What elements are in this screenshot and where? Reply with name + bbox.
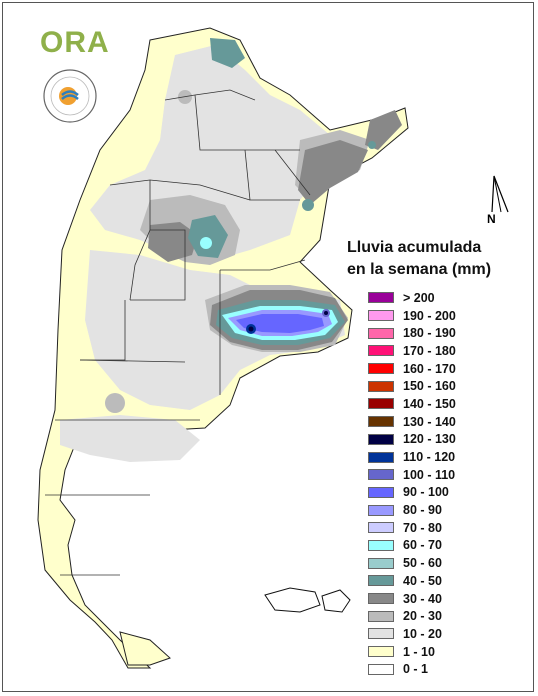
legend-item: 0 - 1 [368,660,456,678]
legend-swatch [368,539,394,551]
rain-zone-40-50-center [188,215,228,258]
north-label: N [487,212,496,226]
legend-item: 120 - 130 [368,431,456,449]
legend-item: 20 - 30 [368,607,456,625]
legend: > 200 190 - 200 180 - 190 170 - 180 160 - 17… [368,289,456,678]
legend-label: 110 - 120 [403,450,456,465]
legend-swatch [368,292,394,304]
legend-swatch [368,593,394,605]
rain-spot-120-130-b [324,311,328,315]
rain-spot-120-130 [248,326,254,332]
islands [264,587,321,613]
rain-zone-90-100 [236,314,324,333]
rain-zone-30-40-ne [298,140,368,205]
legend-item: 50 - 60 [368,554,456,572]
legend-label: 0 - 1 [403,662,429,677]
legend-item: 40 - 50 [368,572,456,590]
legend-label: 140 - 150 [403,396,456,411]
rain-spot-40-50-ne [302,199,314,211]
legend-swatch [368,469,394,481]
legend-item: > 200 [368,289,456,307]
islands-east [321,589,351,613]
legend-swatch [368,486,394,498]
rain-zone-10-20-south [60,415,200,462]
legend-swatch [368,575,394,587]
legend-swatch [368,416,394,428]
legend-label: 90 - 100 [403,485,449,500]
legend-item: 70 - 80 [368,519,456,537]
legend-swatch [368,663,394,675]
legend-label: > 200 [403,290,435,305]
legend-label: 100 - 110 [403,467,456,482]
legend-item: 180 - 190 [368,324,456,342]
tierra-del-fuego [119,631,171,666]
legend-swatch [368,310,394,322]
legend-label: 80 - 90 [403,503,442,518]
legend-swatch [368,345,394,357]
legend-item: 30 - 40 [368,590,456,608]
legend-swatch [368,363,394,375]
legend-item: 80 - 90 [368,501,456,519]
legend-item: 90 - 100 [368,484,456,502]
legend-label: 60 - 70 [403,538,442,553]
legend-item: 1 - 10 [368,643,456,661]
legend-swatch [368,451,394,463]
rain-zone-40-50-north [210,38,245,68]
legend-label: 170 - 180 [403,343,456,358]
legend-title: Lluvia acumulada en la semana (mm) [347,237,527,281]
legend-item: 60 - 70 [368,537,456,555]
rain-zone-30-40-center [148,222,198,262]
legend-item: 160 - 170 [368,360,456,378]
rain-spot-60-70 [200,237,212,249]
smn-seal-icon [43,69,97,123]
legend-item: 140 - 150 [368,395,456,413]
north-arrow-icon [491,175,509,213]
legend-label: 150 - 160 [403,379,456,394]
legend-swatch [368,628,394,640]
rain-spot-20-30 [105,393,125,413]
legend-swatch [368,327,394,339]
ora-logo: ORA [40,26,110,59]
legend-label: 190 - 200 [403,308,456,323]
legend-swatch [368,610,394,622]
legend-label: 160 - 170 [403,361,456,376]
legend-label: 10 - 20 [403,626,442,641]
legend-swatch [368,646,394,658]
legend-swatch [368,557,394,569]
rain-zone-30-40-islas [365,110,402,150]
legend-label: 1 - 10 [403,644,435,659]
rain-spot-40-50-islas [368,141,376,149]
legend-label: 70 - 80 [403,520,442,535]
legend-label: 30 - 40 [403,591,442,606]
legend-swatch [368,380,394,392]
legend-item: 100 - 110 [368,466,456,484]
legend-label: 20 - 30 [403,609,442,624]
legend-label: 120 - 130 [403,432,456,447]
legend-label: 130 - 140 [403,414,456,429]
legend-item: 130 - 140 [368,413,456,431]
legend-item: 150 - 160 [368,377,456,395]
legend-item: 110 - 120 [368,448,456,466]
legend-item: 10 - 20 [368,625,456,643]
legend-label: 50 - 60 [403,556,442,571]
legend-swatch [368,504,394,516]
legend-swatch [368,398,394,410]
legend-item: 190 - 200 [368,307,456,325]
legend-label: 40 - 50 [403,573,442,588]
legend-item: 170 - 180 [368,342,456,360]
legend-swatch [368,522,394,534]
legend-title-line1: Lluvia acumulada [347,239,482,256]
legend-label: 180 - 190 [403,326,456,341]
legend-title-line2: en la semana (mm) [347,261,492,278]
province-borders [45,89,311,576]
legend-swatch [368,433,394,445]
